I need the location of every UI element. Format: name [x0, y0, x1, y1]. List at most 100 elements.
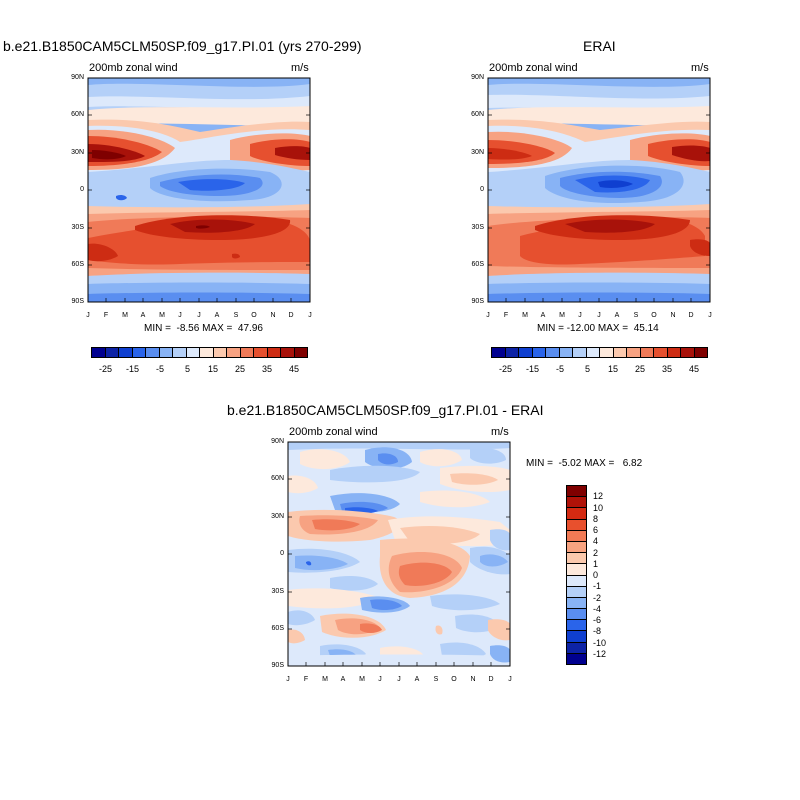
panel3-colorbar-box	[567, 530, 586, 542]
panel1-ytick-label: 0	[80, 186, 84, 193]
panel2-xtick-label: D	[688, 312, 694, 319]
panel2-colorbar-box	[667, 348, 681, 357]
panel2-colorbar-label: -5	[556, 364, 565, 374]
panel2-xtick-label: O	[651, 312, 657, 319]
panel1-colorbar-label: 35	[262, 364, 273, 374]
panel3-xtick-label: J	[286, 676, 290, 683]
panel3-ytick-label: 90N	[271, 438, 284, 445]
panel2-xtick-label: F	[503, 312, 509, 319]
panel3-xtick-label: J	[397, 676, 401, 683]
panel3-title: b.e21.B1850CAM5CLM50SP.f09_g17.PI.01 - E…	[227, 402, 544, 418]
panel3-xtick-label: N	[470, 676, 476, 683]
panel2-colorbar-box	[600, 348, 614, 357]
panel3-colorbar-label: 12	[593, 491, 604, 501]
panel2-xtick-label: J	[486, 312, 490, 319]
panel2-ytick-label: 0	[480, 186, 484, 193]
panel1-xtick-label: J	[197, 312, 201, 319]
panel3-colorbar-box	[567, 553, 586, 565]
panel2-title: ERAI	[583, 38, 616, 54]
panel2-ytick-label: 60S	[471, 261, 484, 268]
panel3-colorbar-label: 1	[593, 559, 599, 569]
panel1-xtick-label: J	[178, 312, 182, 319]
panel3-xtick-label: A	[414, 676, 420, 683]
panel2-colorbar-box	[573, 348, 587, 357]
panel3-colorbar-box	[567, 486, 586, 498]
panel1-colorbar-label: -15	[126, 364, 140, 374]
panel1-colorbar-box	[105, 348, 119, 357]
panel2-colorbar-box	[519, 348, 533, 357]
panel1-colorbar-box	[294, 348, 307, 357]
panel2-colorbar-label: -15	[526, 364, 540, 374]
panel3-xtick-label: S	[433, 676, 439, 683]
panel3-ytick-label: 60S	[271, 625, 284, 632]
panel1-ytick-label: 60S	[71, 261, 84, 268]
panel3-colorbar-label: -10	[593, 638, 607, 648]
panel3-ytick-label: 0	[280, 550, 284, 557]
panel2-ytick-label: 90S	[471, 298, 484, 305]
panel1-colorbar-box	[173, 348, 187, 357]
panel2-colorbar-box	[559, 348, 573, 357]
panel2-colorbar-box	[546, 348, 560, 357]
panel3-ytick-label: 30N	[271, 513, 284, 520]
panel1-colorbar-box	[146, 348, 160, 357]
panel3-colorbar-label: -8	[593, 626, 602, 636]
panel2-xtick-label: J	[708, 312, 712, 319]
panel3-colorbar-label: -1	[593, 581, 602, 591]
panel3-left-string: 200mb zonal wind	[289, 426, 378, 438]
panel3-colorbar-box	[567, 497, 586, 509]
panel2-xtick-label: A	[540, 312, 546, 319]
panel2-ytick-label: 30N	[471, 149, 484, 156]
panel2-colorbar-box	[694, 348, 707, 357]
panel1-xtick-label: A	[140, 312, 146, 319]
panel2-left-string: 200mb zonal wind	[489, 62, 578, 74]
panel1-ticks	[87, 77, 311, 303]
panel1-colorbar-box	[132, 348, 146, 357]
panel3-colorbar-box	[567, 575, 586, 587]
panel1-ytick-label: 60N	[71, 111, 84, 118]
panel3-colorbar-box	[567, 541, 586, 554]
panel3-xtick-label: M	[322, 676, 328, 683]
panel3-xtick-label: A	[340, 676, 346, 683]
panel1-colorbar-box	[213, 348, 227, 357]
panel3-xtick-label: J	[378, 676, 382, 683]
panel1-xtick-label: A	[214, 312, 220, 319]
panel1-ytick-label: 90S	[71, 298, 84, 305]
panel2-xtick-label: S	[633, 312, 639, 319]
panel3-colorbar-label: -12	[593, 649, 607, 659]
panel3-colorbar-label: 8	[593, 514, 599, 524]
panel3-xtick-label: O	[451, 676, 457, 683]
panel3-xtick-label: J	[508, 676, 512, 683]
panel1-colorbar-label: 5	[185, 364, 191, 374]
panel1-colorbar-box	[159, 348, 173, 357]
panel2-ticks	[487, 77, 711, 303]
panel3-min-max: MIN = -5.02 MAX = 6.82	[526, 458, 643, 469]
panel3-colorbar-label: -6	[593, 615, 602, 625]
panel3-contour-field	[288, 442, 510, 666]
panel3-colorbar-box	[567, 564, 586, 576]
panel2-colorbar-box	[627, 348, 641, 357]
panel3-ticks	[287, 441, 511, 667]
panel1-colorbar-label: -25	[99, 364, 113, 374]
panel2-xtick-label: J	[578, 312, 582, 319]
panel1-units: m/s	[291, 62, 309, 74]
panel1-ytick-label: 30N	[71, 149, 84, 156]
panel1-xtick-label: F	[103, 312, 109, 319]
panel1-ytick-label: 90N	[71, 74, 84, 81]
panel1-left-string: 200mb zonal wind	[89, 62, 178, 74]
panel2-colorbar-box	[532, 348, 546, 357]
panel2-colorbar-label: 15	[608, 364, 619, 374]
panel2-colorbar-box	[505, 348, 519, 357]
panel2-ytick-label: 60N	[471, 111, 484, 118]
panel1-xtick-label: D	[288, 312, 294, 319]
panel1-colorbar-box	[227, 348, 241, 357]
panel3-colorbar-label: 0	[593, 570, 599, 580]
panel1-xtick-label: N	[270, 312, 276, 319]
panel2-colorbar-label: 25	[635, 364, 646, 374]
panel3-colorbar-label: 2	[593, 548, 599, 558]
panel2-colorbar-box	[586, 348, 600, 357]
panel1-colorbar-box	[119, 348, 133, 357]
panel3-colorbar-box	[567, 631, 586, 643]
